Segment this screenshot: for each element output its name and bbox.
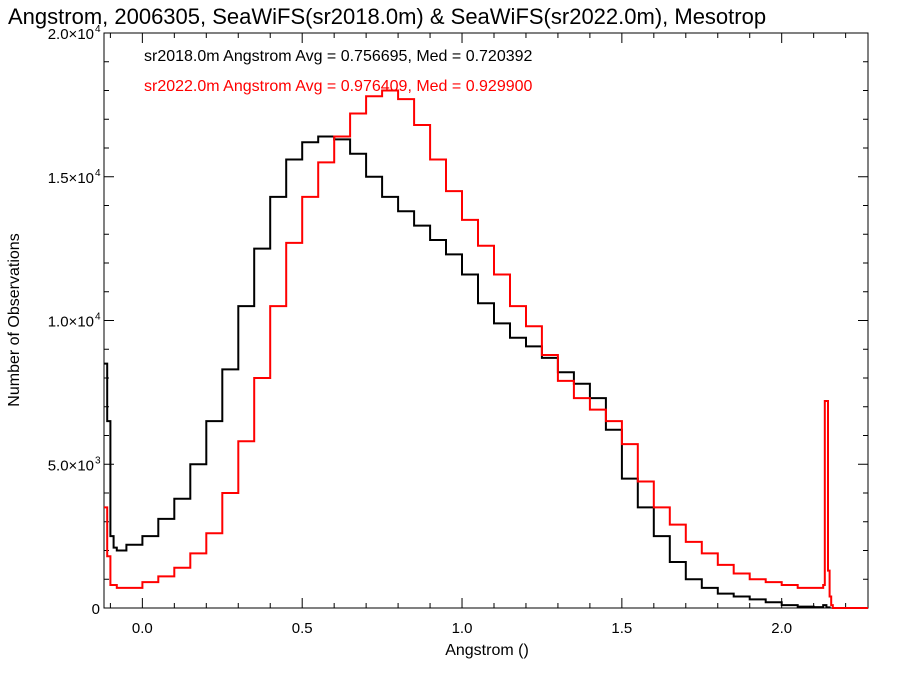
x-tick-label: 1.5 [611,620,632,637]
chart-title: Angstrom, 2006305, SeaWiFS(sr2018.0m) & … [8,4,766,29]
x-tick-label: 1.0 [452,620,473,637]
y-tick-label: 0 [92,601,100,618]
plot-frame [103,32,869,609]
y-tick-exponent: 4 [95,312,101,323]
y-tick-exponent: 3 [95,455,101,466]
y-tick-label: 2.0×10 [48,26,94,43]
legend-entry-series-1: sr2018.0m Angstrom Avg = 0.756695, Med =… [144,48,533,65]
series-line-2 [104,89,868,609]
y-axis: 05.0×10 31.0×10 41.5×10 42.0×10 4 [48,24,868,618]
x-axis-label: Angstrom () [445,642,529,659]
x-tick-label: 2.0 [771,620,792,637]
series-line-1 [104,135,831,609]
x-tick-label: 0.0 [132,620,153,637]
y-tick-label: 5.0×10 [48,457,94,474]
y-tick-exponent: 4 [95,24,101,35]
y-tick-exponent: 4 [95,168,101,179]
legend-entry-series-2: sr2022.0m Angstrom Avg = 0.976409, Med =… [144,78,533,95]
y-tick-label: 1.5×10 [48,170,94,187]
series-layer [104,89,868,609]
x-axis: 0.0 0.5 1.0 1.5 2.0 [109,33,847,637]
x-tick-label: 0.5 [292,620,313,637]
y-tick-label: 1.0×10 [48,314,94,331]
y-axis-label: Number of Observations [6,233,23,406]
